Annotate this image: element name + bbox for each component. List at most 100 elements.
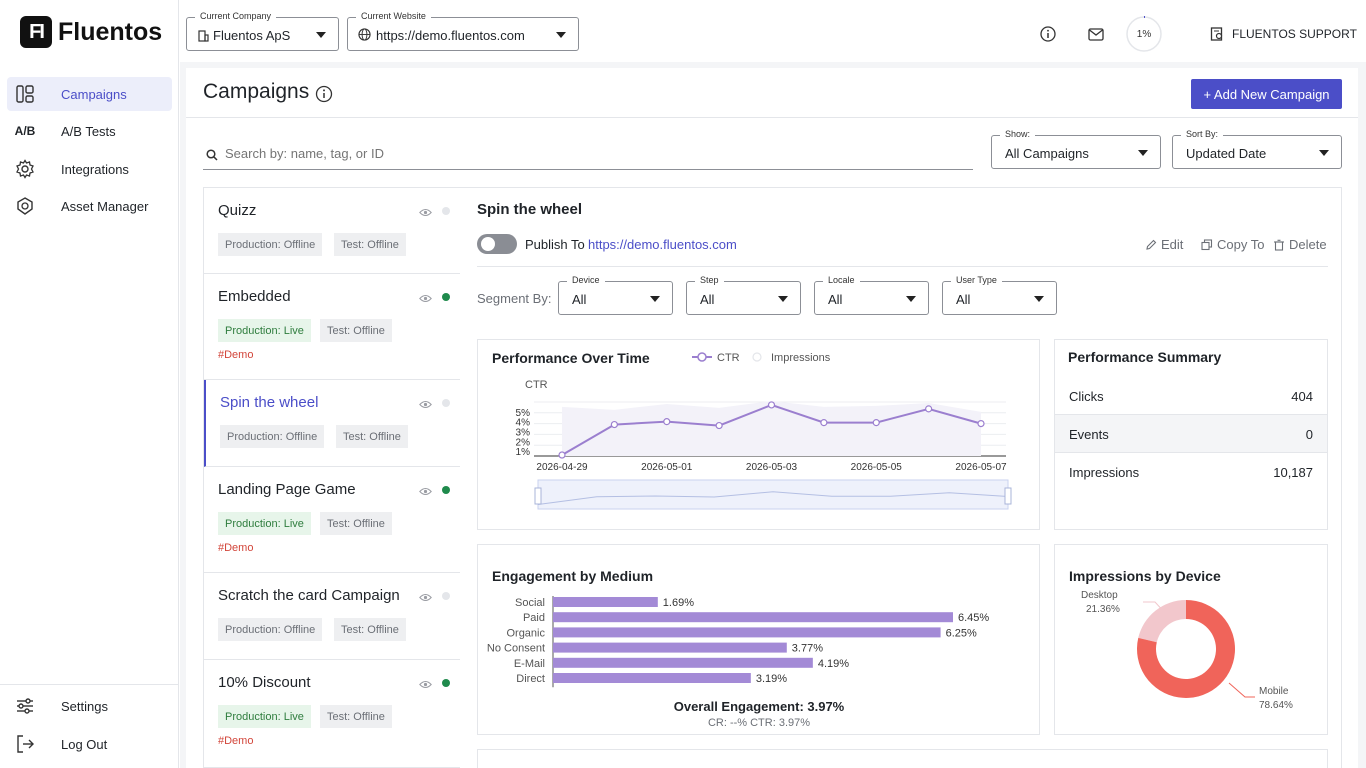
delete-button[interactable]: Delete bbox=[1273, 237, 1327, 252]
publish-toggle[interactable] bbox=[477, 234, 517, 254]
campaign-list-item[interactable]: Embedded Production: Live Test: Offline #De… bbox=[204, 274, 460, 380]
campaign-workspace bbox=[203, 187, 1342, 768]
bar[interactable] bbox=[553, 597, 658, 607]
zoom-handle-right[interactable] bbox=[1004, 487, 1012, 505]
campaign-tag[interactable]: #Demo bbox=[218, 542, 254, 554]
engagement-rates: CR: --% CTR: 3.97% bbox=[708, 717, 810, 729]
asset-icon bbox=[13, 194, 37, 218]
campaign-name: Embedded bbox=[218, 288, 291, 305]
campaign-tag[interactable]: #Demo bbox=[218, 349, 254, 361]
slice-name-desktop: Desktop bbox=[1081, 590, 1118, 601]
add-campaign-button[interactable]: + Add New Campaign bbox=[1191, 79, 1342, 109]
x-tick-label: 2026-05-01 bbox=[641, 462, 693, 473]
mail-button[interactable] bbox=[1077, 15, 1115, 53]
ab-icon: A/B bbox=[14, 124, 36, 138]
bar[interactable] bbox=[553, 627, 941, 638]
segment-select-label: Locale bbox=[823, 275, 860, 285]
eye-icon[interactable] bbox=[419, 396, 432, 414]
info-icon[interactable] bbox=[315, 85, 333, 108]
info-button[interactable] bbox=[1029, 15, 1067, 53]
support-button[interactable]: FLUENTOS SUPPORT bbox=[1198, 16, 1358, 52]
sidebar-item-logout[interactable]: Log Out bbox=[7, 727, 172, 761]
category-label: Paid bbox=[523, 612, 545, 624]
segment-select-device[interactable]: Device All bbox=[558, 275, 673, 315]
campaign-list-item[interactable]: Quizz Production: Offline Test: Offline bbox=[204, 188, 460, 274]
data-point-ctr[interactable] bbox=[977, 419, 985, 428]
publish-url-link[interactable]: https://demo.fluentos.com bbox=[588, 237, 737, 252]
sort-select[interactable]: Sort By: Updated Date bbox=[1172, 129, 1342, 169]
data-point-ctr[interactable] bbox=[767, 401, 776, 409]
sidebar-item-assets[interactable]: Asset Manager bbox=[7, 189, 172, 223]
copy-button[interactable]: Copy To bbox=[1201, 237, 1264, 252]
campaign-tag[interactable]: #Demo bbox=[218, 735, 254, 747]
building-icon bbox=[197, 29, 209, 47]
test-status-badge: Test: Offline bbox=[336, 425, 408, 448]
y-tick-label: 4% bbox=[516, 418, 531, 429]
website-select[interactable]: Current Website https://demo.fluentos.co… bbox=[347, 11, 579, 51]
test-status-badge: Test: Offline bbox=[334, 618, 406, 641]
data-point-ctr[interactable] bbox=[925, 405, 933, 413]
campaign-list-item[interactable]: Scratch the card Campaign Production: Off… bbox=[204, 573, 460, 660]
eye-icon[interactable] bbox=[419, 676, 432, 694]
zoom-slider[interactable] bbox=[537, 479, 1009, 510]
test-status-badge: Test: Offline bbox=[334, 233, 406, 256]
search-field[interactable] bbox=[203, 140, 973, 170]
sidebar-item-ab[interactable]: A/B A/B Tests bbox=[7, 114, 172, 148]
sort-select-value: Updated Date bbox=[1186, 146, 1267, 161]
legend-label-ctr[interactable]: CTR bbox=[717, 352, 740, 364]
segment-label: Segment By: bbox=[477, 291, 552, 306]
campaign-list-item[interactable]: Landing Page Game Production: Live Test: O… bbox=[204, 467, 460, 573]
segment-select-locale[interactable]: Locale All bbox=[814, 275, 929, 315]
segment-select-value: All bbox=[700, 292, 715, 307]
sidebar-item-campaigns[interactable]: Campaigns bbox=[7, 77, 172, 111]
campaign-list-item[interactable]: 10% Discount Production: Live Test: Offlin… bbox=[204, 660, 460, 768]
chevron-down-icon bbox=[1138, 150, 1148, 156]
data-point-ctr[interactable] bbox=[610, 420, 618, 429]
bar[interactable] bbox=[553, 642, 787, 653]
detail-divider bbox=[477, 266, 1328, 267]
eye-icon[interactable] bbox=[419, 204, 432, 222]
segment-select-value: All bbox=[572, 292, 587, 307]
company-select[interactable]: Current Company Fluentos ApS bbox=[186, 11, 339, 51]
support-icon bbox=[1210, 27, 1223, 41]
data-point-ctr[interactable] bbox=[820, 419, 828, 427]
bar[interactable] bbox=[553, 612, 953, 623]
sidebar-item-integrations[interactable]: Integrations bbox=[7, 152, 172, 186]
data-point-ctr[interactable] bbox=[715, 421, 723, 430]
progress-indicator[interactable]: 1% bbox=[1125, 15, 1163, 53]
performance-chart: Performance Over Time CTR Impressions CTR 1%… bbox=[492, 350, 1012, 510]
device-card: Impressions by Device Desktop 21.36% Mobile… bbox=[1054, 544, 1328, 735]
campaign-list-item[interactable]: Spin the wheel Production: Offline Test: O… bbox=[204, 380, 460, 467]
segment-select-value: All bbox=[828, 292, 843, 307]
category-label: Direct bbox=[516, 673, 545, 685]
data-point-ctr[interactable] bbox=[663, 418, 671, 426]
bar[interactable] bbox=[553, 673, 751, 683]
sort-select-label: Sort By: bbox=[1181, 129, 1224, 139]
data-point-ctr[interactable] bbox=[558, 451, 566, 459]
eye-icon[interactable] bbox=[419, 290, 432, 308]
edit-button[interactable]: Edit bbox=[1145, 237, 1183, 252]
show-select[interactable]: Show: All Campaigns bbox=[991, 129, 1161, 169]
toggle-knob bbox=[481, 237, 495, 251]
bar[interactable] bbox=[553, 657, 813, 668]
x-tick-label: 2026-04-29 bbox=[536, 462, 588, 473]
eye-icon[interactable] bbox=[419, 589, 432, 607]
segment-select-user-type[interactable]: User Type All bbox=[942, 275, 1057, 315]
summary-key: Clicks bbox=[1069, 389, 1104, 404]
detail-title: Spin the wheel bbox=[477, 201, 583, 218]
legend-label-impressions[interactable]: Impressions bbox=[771, 352, 831, 364]
data-point-ctr[interactable] bbox=[872, 419, 880, 427]
search-input[interactable] bbox=[225, 146, 925, 161]
segment-select-step[interactable]: Step All bbox=[686, 275, 801, 315]
eye-icon[interactable] bbox=[419, 483, 432, 501]
sidebar-item-settings[interactable]: Settings bbox=[7, 689, 172, 723]
zoom-handle-left[interactable] bbox=[534, 487, 542, 505]
pie-slice-desktop[interactable] bbox=[1138, 600, 1186, 643]
brand-logo[interactable]: FI Fluentos bbox=[20, 16, 162, 48]
sliders-icon bbox=[13, 694, 37, 718]
label-leader-mobile bbox=[1228, 682, 1255, 698]
mail-icon bbox=[1088, 27, 1104, 41]
production-status-badge: Production: Live bbox=[218, 705, 311, 728]
engagement-card: Engagement by Medium Social 1.69% Paid 6.45%… bbox=[477, 544, 1040, 735]
pie-slice-mobile[interactable] bbox=[1137, 600, 1235, 698]
